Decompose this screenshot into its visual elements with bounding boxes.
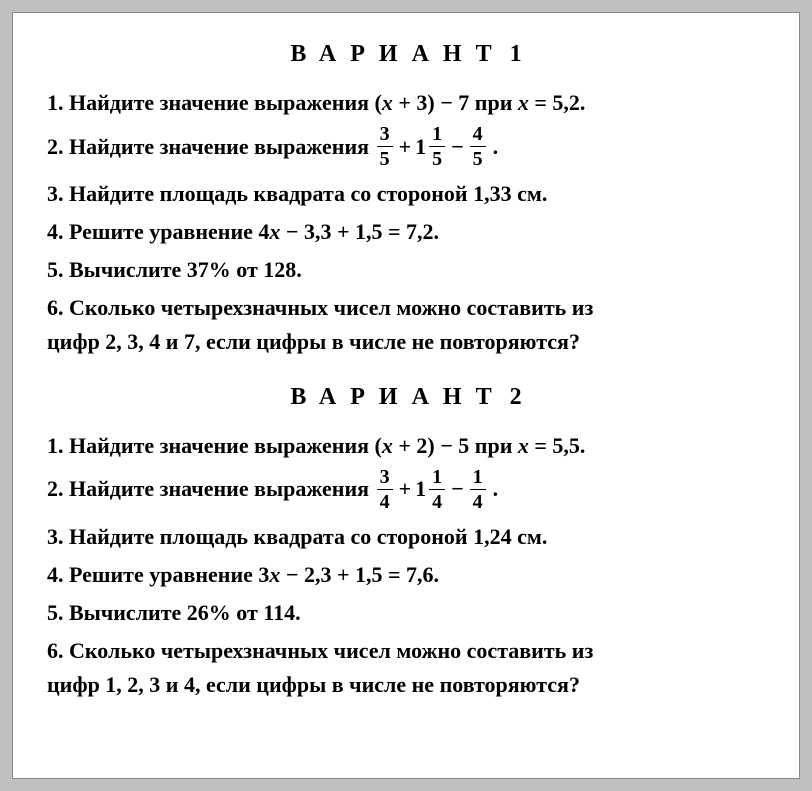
problem-text: Найдите площадь квадрата со стороной 1,3…: [69, 181, 547, 206]
variant-1: ВАРИАНТ1 1. Найдите значение выражения (…: [47, 41, 765, 360]
problem-text: Найдите значение выражения: [69, 476, 369, 502]
problem-text: Найдите значение выражения (: [69, 90, 382, 115]
variant-1-label: ВАРИАНТ: [290, 41, 505, 67]
variable-x: x: [269, 562, 280, 587]
whole-part: 1: [415, 134, 426, 160]
problem-number: 2.: [47, 134, 64, 160]
fraction: 4 5: [470, 124, 486, 169]
operator: +: [399, 476, 412, 502]
problem-text: цифр 1, 2, 3 и 4, если цифры в числе не …: [47, 672, 580, 697]
fraction: 1 4: [429, 467, 445, 512]
denominator: 4: [470, 489, 486, 512]
problem-number: 6.: [47, 638, 64, 663]
v1-problem-6: 6. Сколько четырехзначных чисел можно со…: [47, 291, 765, 359]
mixed-number: 1 1 5: [415, 124, 447, 169]
problem-text: Вычислите 26% от 114.: [69, 600, 301, 625]
variant-1-number: 1: [510, 41, 522, 67]
v2-problem-3: 3. Найдите площадь квадрата со стороной …: [47, 520, 765, 554]
period: .: [493, 476, 499, 502]
problem-number: 1.: [47, 90, 64, 115]
fraction: 3 4: [377, 467, 393, 512]
v2-problem-2: 2. Найдите значение выражения 3 4 + 1 1 …: [47, 467, 765, 512]
problem-number: 1.: [47, 433, 64, 458]
operator: +: [399, 134, 412, 160]
operator: −: [451, 476, 464, 502]
denominator: 5: [377, 146, 393, 169]
problem-text: Найдите значение выражения (: [69, 433, 382, 458]
v1-problem-2: 2. Найдите значение выражения 3 5 + 1 1 …: [47, 124, 765, 169]
fraction: 3 5: [377, 124, 393, 169]
v1-problem-4: 4. Решите уравнение 4x − 3,3 + 1,5 = 7,2…: [47, 215, 765, 249]
problem-number: 3.: [47, 181, 64, 206]
variable-x: x: [382, 433, 393, 458]
v2-problem-4: 4. Решите уравнение 3x − 2,3 + 1,5 = 7,6…: [47, 558, 765, 592]
problem-text: = 5,2.: [529, 90, 586, 115]
numerator: 1: [429, 467, 445, 489]
problem-number: 5.: [47, 600, 64, 625]
v1-problem-3: 3. Найдите площадь квадрата со стороной …: [47, 177, 765, 211]
problem-number: 4.: [47, 219, 64, 244]
mixed-number: 1 1 4: [415, 467, 447, 512]
v2-problem-5: 5. Вычислите 26% от 114.: [47, 596, 765, 630]
problem-text: Решите уравнение 3: [69, 562, 269, 587]
numerator: 3: [377, 467, 393, 489]
problem-text: Найдите площадь квадрата со стороной 1,2…: [69, 524, 547, 549]
problem-number: 5.: [47, 257, 64, 282]
v2-problem-1: 1. Найдите значение выражения (x + 2) − …: [47, 429, 765, 463]
numerator: 1: [429, 124, 445, 146]
problem-text: = 5,5.: [529, 433, 586, 458]
operator: −: [451, 134, 464, 160]
v1-problem-5: 5. Вычислите 37% от 128.: [47, 253, 765, 287]
problem-text: − 3,3 + 1,5 = 7,2.: [280, 219, 439, 244]
problem-text: цифр 2, 3, 4 и 7, если цифры в числе не …: [47, 329, 580, 354]
problem-text: Сколько четырехзначных чисел можно соста…: [69, 638, 593, 663]
variant-2: ВАРИАНТ2 1. Найдите значение выражения (…: [47, 384, 765, 703]
variable-x: x: [382, 90, 393, 115]
problem-number: 6.: [47, 295, 64, 320]
variable-x: x: [518, 90, 529, 115]
whole-part: 1: [415, 476, 426, 502]
problem-text: + 3) − 7 при: [393, 90, 518, 115]
variant-2-title: ВАРИАНТ2: [47, 384, 765, 411]
fraction: 1 5: [429, 124, 445, 169]
denominator: 5: [470, 146, 486, 169]
denominator: 5: [429, 146, 445, 169]
variant-2-label: ВАРИАНТ: [290, 384, 505, 410]
v1-problem-1: 1. Найдите значение выражения (x + 3) − …: [47, 86, 765, 120]
problem-text: Сколько четырехзначных чисел можно соста…: [69, 295, 593, 320]
problem-text: − 2,3 + 1,5 = 7,6.: [280, 562, 439, 587]
variable-x: x: [269, 219, 280, 244]
denominator: 4: [377, 489, 393, 512]
v2-problem-6: 6. Сколько четырехзначных чисел можно со…: [47, 634, 765, 702]
worksheet-page: ВАРИАНТ1 1. Найдите значение выражения (…: [12, 12, 800, 779]
variant-2-number: 2: [510, 384, 522, 410]
numerator: 4: [470, 124, 486, 146]
problem-number: 2.: [47, 476, 64, 502]
variant-1-title: ВАРИАНТ1: [47, 41, 765, 68]
problem-text: Вычислите 37% от 128.: [69, 257, 302, 282]
problem-number: 4.: [47, 562, 64, 587]
fraction: 1 4: [470, 467, 486, 512]
expression: 3 5 + 1 1 5 − 4 5 .: [375, 124, 499, 169]
problem-text: Найдите значение выражения: [69, 134, 369, 160]
numerator: 3: [377, 124, 393, 146]
variable-x: x: [518, 433, 529, 458]
period: .: [493, 134, 499, 160]
problem-text: + 2) − 5 при: [393, 433, 518, 458]
denominator: 4: [429, 489, 445, 512]
problem-text: Решите уравнение 4: [69, 219, 269, 244]
expression: 3 4 + 1 1 4 − 1 4 .: [375, 467, 499, 512]
numerator: 1: [470, 467, 486, 489]
problem-number: 3.: [47, 524, 64, 549]
